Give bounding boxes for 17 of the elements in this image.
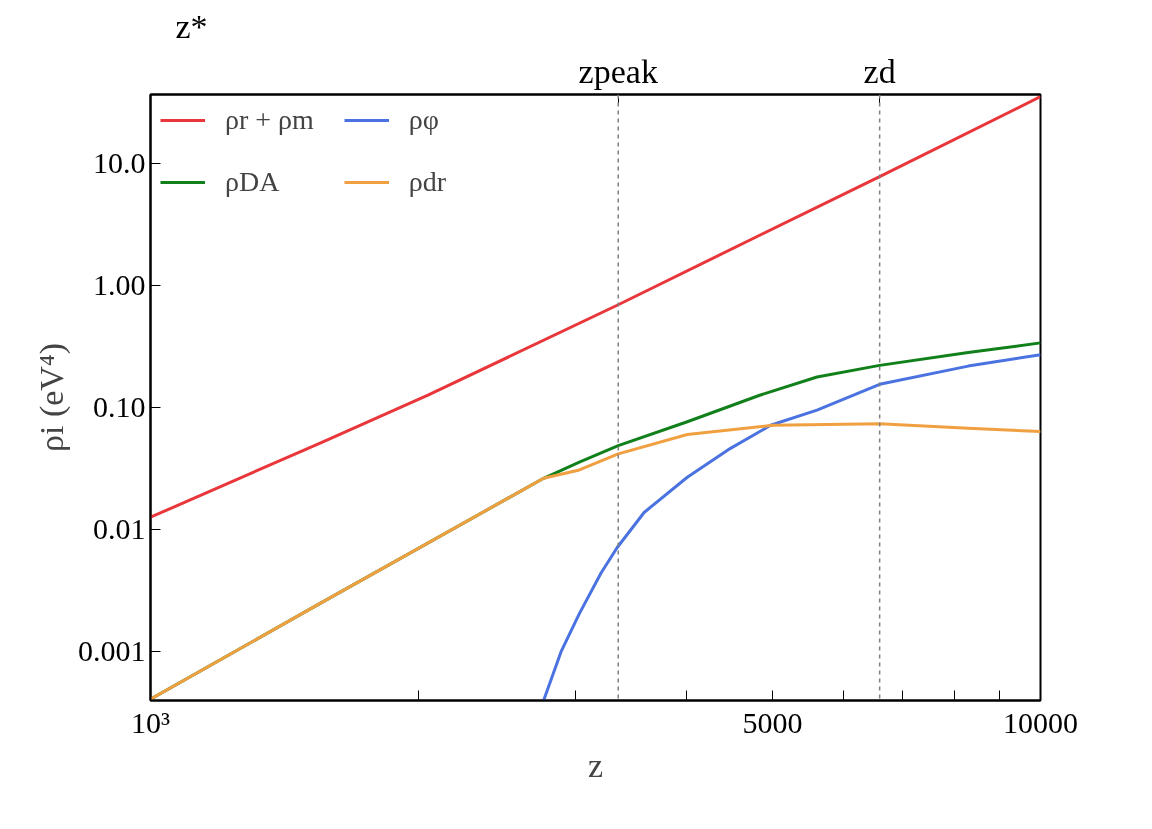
ref-line-label: zpeak	[578, 52, 658, 90]
y-tick-label: 0.01	[93, 512, 146, 546]
legend-label: ρDA	[225, 166, 280, 198]
ref-line-label: zd	[863, 52, 896, 90]
legend-label: ρφ	[408, 104, 439, 136]
text: z*	[175, 7, 208, 45]
x-tick-label: 10³	[131, 705, 170, 739]
legend-label: ρr + ρm	[225, 104, 314, 136]
x-tick-label: 10000	[1003, 705, 1078, 739]
y-tick-label: 10.0	[93, 146, 146, 180]
legend-label: ρdr	[408, 166, 447, 198]
y-tick-label: 1.00	[93, 268, 146, 302]
x-tick-label: 5000	[742, 705, 803, 739]
y-tick-label: 0.10	[93, 390, 146, 424]
x-axis-title: z	[587, 746, 604, 784]
y-tick-label: 0.001	[78, 634, 146, 668]
y-axis-title: ρi (eV⁴)	[33, 342, 71, 453]
